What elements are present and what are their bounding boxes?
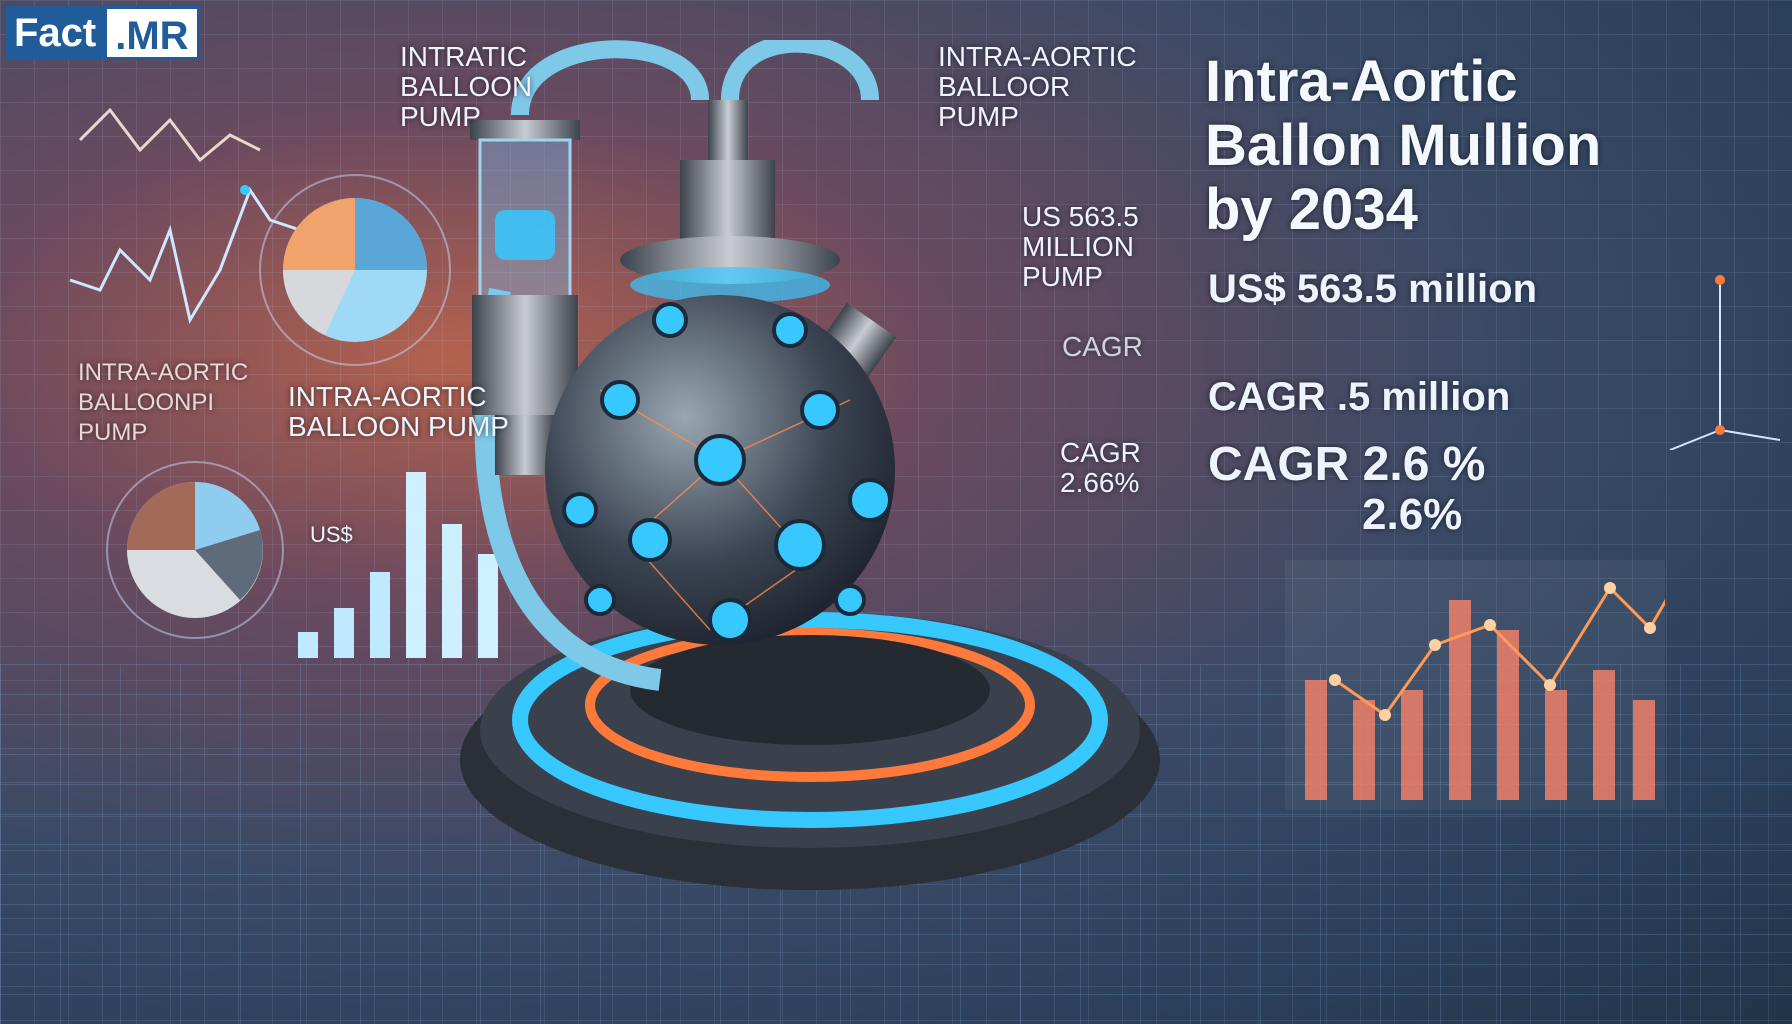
bar-line-chart-graphic-right <box>1285 560 1665 810</box>
logo-fact: Fact <box>6 6 105 60</box>
headline-cagr-line1: CAGR .5 million <box>1208 375 1511 419</box>
factmr-logo: Fact .MR <box>6 6 200 60</box>
label-left-mid: INTRA-AORTIC BALLOON PUMP <box>288 381 509 442</box>
network-graphic <box>1669 275 1781 450</box>
headline-title: Intra-Aortic Ballon Mullion by 2034 <box>1205 49 1602 242</box>
headline-cagr-line3: 2.6% <box>1362 490 1463 539</box>
balloon-pump-device-graphic <box>460 40 1160 890</box>
bar-chart-graphic-left <box>298 472 498 658</box>
label-center-cagr2: CAGR 2.66% <box>1060 437 1141 498</box>
left-line-chart-graphic <box>69 107 301 324</box>
logo-mr: .MR <box>104 6 200 60</box>
headline-value: US$ 563.5 million <box>1208 267 1538 311</box>
pie-chart-graphic-top <box>259 174 451 366</box>
label-center-value: US 563.5 MILLION PUMP <box>1022 201 1139 292</box>
label-center-cagr1: CAGR <box>1062 331 1143 362</box>
headline-cagr-line2: CAGR 2.6 % <box>1208 438 1486 491</box>
label-top-center: INTRA-AORTIC BALLOOR PUMP <box>938 41 1137 132</box>
label-us-small: US$ <box>310 522 353 547</box>
label-left-small: INTRA-AORTIC BALLOONPI PUMP <box>78 359 249 446</box>
label-top-left: INTRATIC BALLOON PUMP <box>400 41 533 132</box>
pie-chart-graphic-bottom <box>106 461 284 639</box>
